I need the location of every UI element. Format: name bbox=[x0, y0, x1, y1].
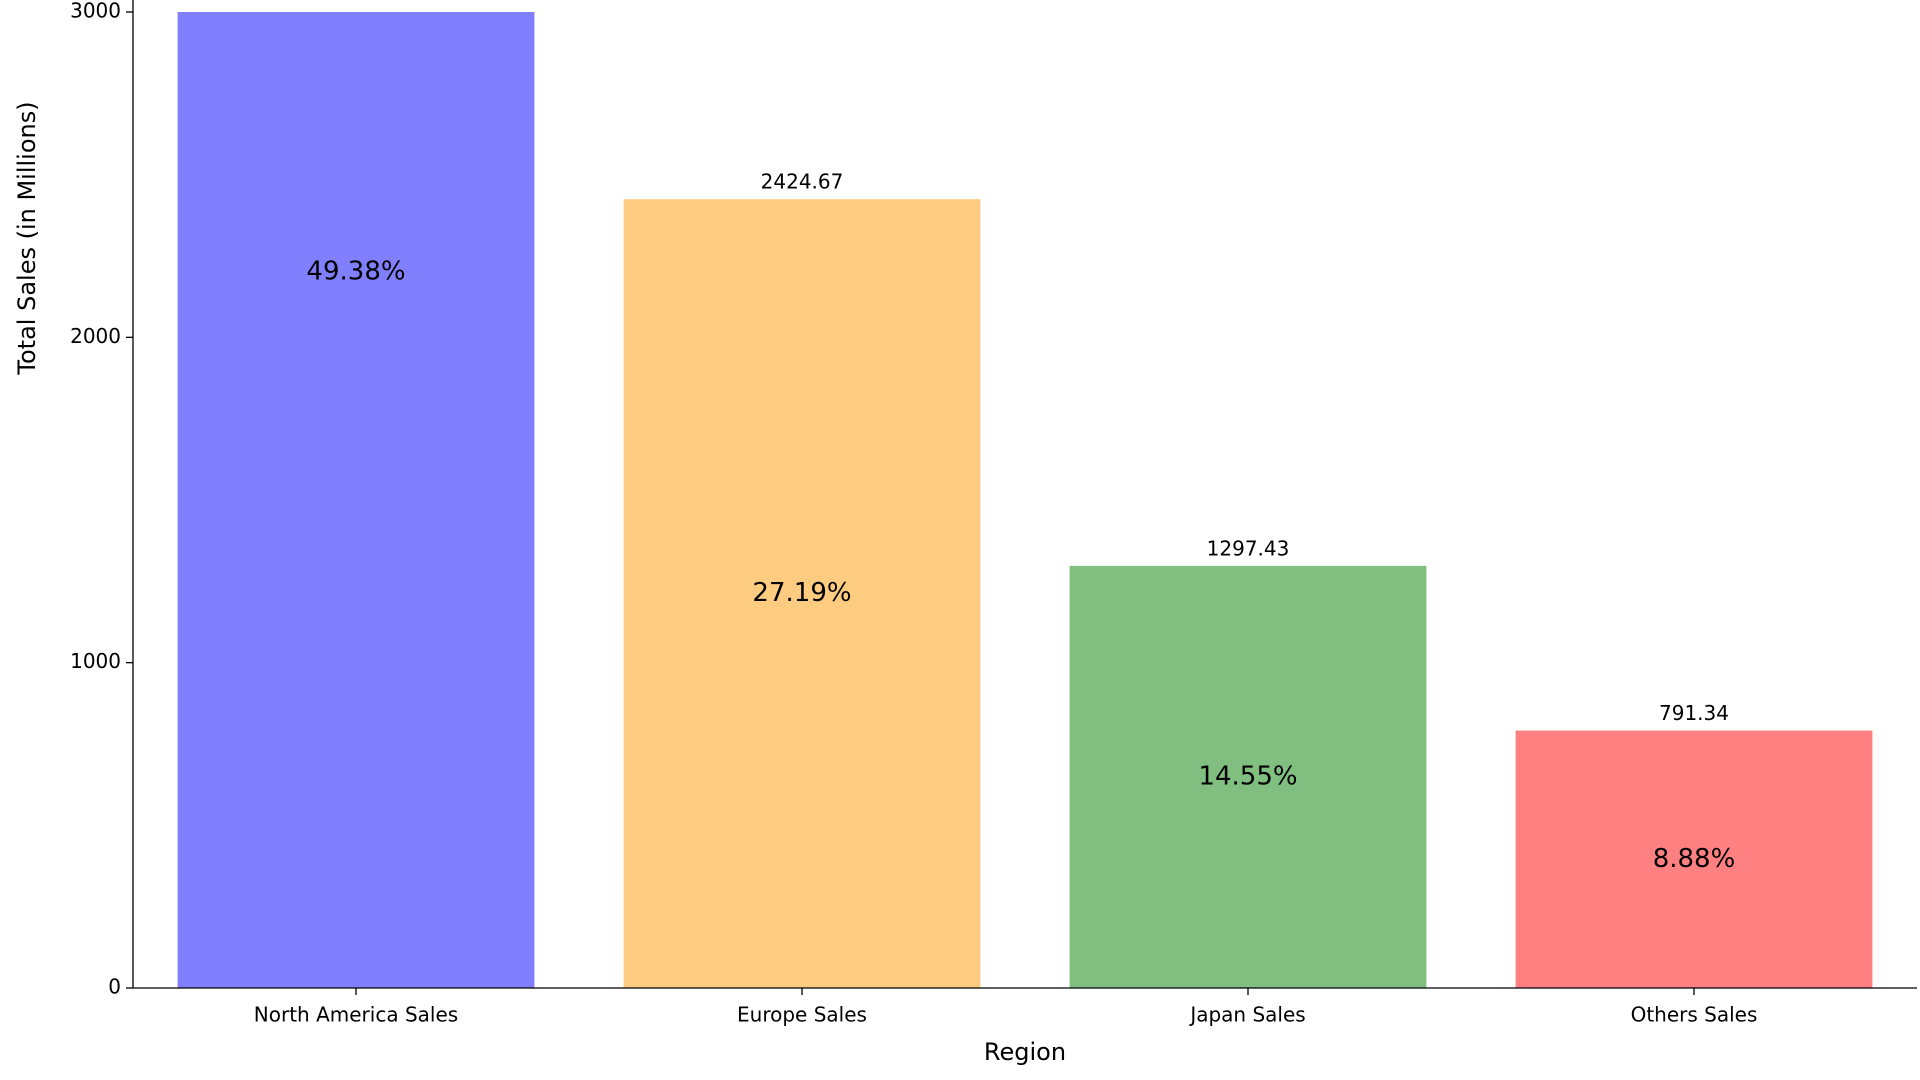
share-label: 49.38% bbox=[306, 256, 405, 286]
x-tick-label: Others Sales bbox=[1631, 1003, 1758, 1027]
y-tick-label: 2000 bbox=[70, 324, 121, 348]
bar bbox=[1515, 730, 1873, 988]
x-tick-label: Japan Sales bbox=[1188, 1003, 1305, 1027]
share-label: 14.55% bbox=[1198, 761, 1297, 791]
bar bbox=[177, 12, 535, 988]
y-tick-label: 0 bbox=[108, 975, 121, 999]
y-tick-label: 3000 bbox=[70, 0, 121, 23]
x-tick-label: Europe Sales bbox=[737, 1003, 867, 1027]
value-label: 1297.43 bbox=[1207, 536, 1290, 560]
share-label: 27.19% bbox=[752, 578, 851, 608]
x-axis-label: Region bbox=[984, 1038, 1066, 1066]
y-axis-label: Total Sales (in Millions) bbox=[13, 101, 41, 375]
plot-area bbox=[177, 12, 1873, 988]
y-tick-label: 1000 bbox=[70, 649, 121, 673]
bar bbox=[623, 199, 981, 988]
share-label: 8.88% bbox=[1653, 844, 1736, 874]
bar bbox=[1069, 565, 1427, 988]
value-label: 791.34 bbox=[1659, 701, 1729, 725]
x-tick-label: North America Sales bbox=[254, 1003, 458, 1027]
value-label: 2424.67 bbox=[761, 170, 844, 194]
